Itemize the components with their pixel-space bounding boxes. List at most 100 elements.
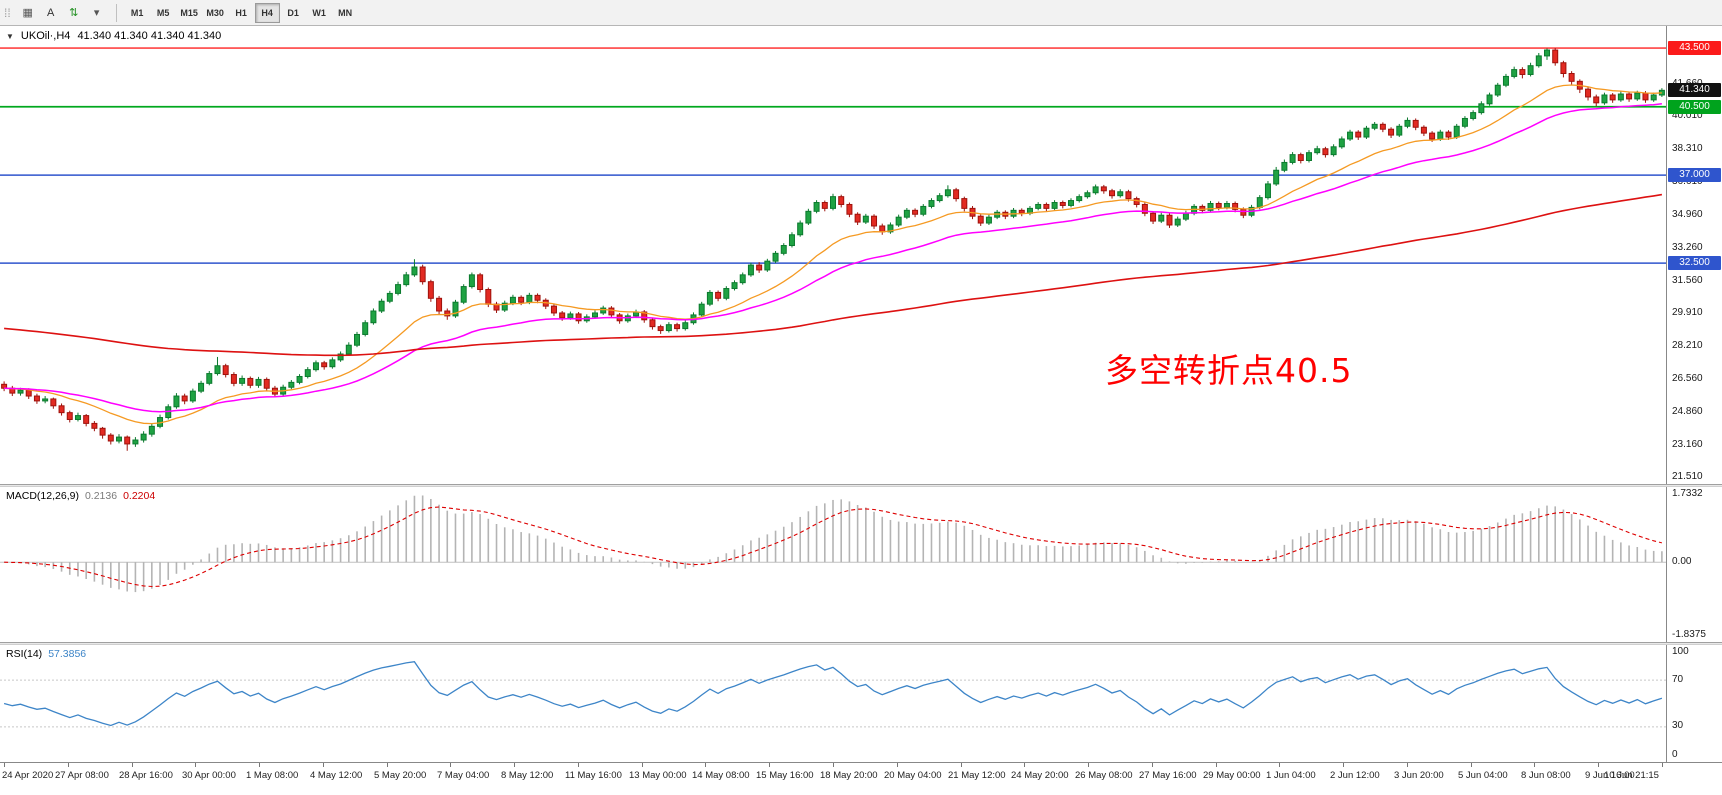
chart-annotation-text: 多空转折点40.5: [1105, 351, 1353, 390]
moving-average-mid: [4, 103, 1662, 413]
time-label: 20 May 04:00: [884, 770, 942, 781]
price-tick: 40.010: [1672, 109, 1703, 121]
price-tag-40.500: 40.500: [1668, 99, 1721, 114]
timeframe-button-MN[interactable]: MN: [333, 3, 358, 23]
macd-signal-value: 0.2204: [123, 490, 156, 502]
toolbar-grip[interactable]: ⁞⁞: [4, 5, 11, 20]
price-tick: 31.560: [1672, 274, 1703, 286]
macd-histogram: [11, 495, 1663, 593]
timeframe-button-M15[interactable]: M15: [177, 3, 202, 23]
time-label: 21 May 12:00: [948, 770, 1006, 781]
time-tick: [1279, 763, 1280, 767]
time-tick: [450, 763, 451, 767]
time-tick: [514, 763, 515, 767]
time-tick: [642, 763, 643, 767]
time-tick: [769, 763, 770, 767]
time-tick: [1471, 763, 1472, 767]
toolbar-icons: ▦ A ⇅ ▾: [17, 3, 108, 23]
symbol-dropdown-icon[interactable]: ▼: [6, 31, 14, 41]
price-tick: 21.510: [1672, 471, 1703, 483]
rsi-value: 57.3856: [48, 648, 87, 660]
symbol-timeframe-label: UKOil·,H4: [20, 30, 71, 42]
time-label: 13 May 00:00: [629, 770, 687, 781]
macd-panel[interactable]: MACD(12,26,9) 0.2136 0.2204: [0, 487, 1666, 642]
time-tick: [1662, 763, 1663, 767]
time-label: 14 May 08:00: [692, 770, 750, 781]
price-axis[interactable]: 43.36041.66040.01038.31036.61034.96033.2…: [1666, 26, 1722, 762]
time-tick: [195, 763, 196, 767]
timeframe-button-M5[interactable]: M5: [151, 3, 176, 23]
price-tick: 26.560: [1672, 372, 1703, 384]
cycle-arrows-icon[interactable]: ⇅: [63, 3, 85, 23]
dropdown-caret-icon[interactable]: ▾: [86, 3, 108, 23]
time-tick: [132, 763, 133, 767]
price-tick: 28.210: [1672, 340, 1703, 352]
horizontal-lines[interactable]: [0, 47, 1666, 264]
time-label: 5 Jun 04:00: [1458, 770, 1508, 781]
panel-divider[interactable]: [0, 642, 1722, 645]
time-label: 1 May 08:00: [246, 770, 299, 781]
time-label: 24 May 20:00: [1011, 770, 1069, 781]
moving-average-slow: [4, 193, 1663, 357]
timeframe-buttons: M1 M5 M15 M30 H1 H4 D1 W1 MN: [125, 2, 358, 23]
timeframe-button-H4[interactable]: H4: [254, 2, 280, 23]
price-tick: 29.910: [1672, 307, 1703, 319]
rsi-panel[interactable]: RSI(14) 57.3856: [0, 645, 1666, 762]
rsi-tick: 100: [1672, 645, 1689, 657]
panel-divider[interactable]: [0, 484, 1722, 487]
timeframe-button-M1[interactable]: M1: [125, 3, 150, 23]
price-tick: 38.310: [1672, 143, 1703, 155]
time-tick: [1534, 763, 1535, 767]
toolbar-separator: [115, 3, 117, 22]
timeframe-button-H1[interactable]: H1: [229, 3, 254, 23]
moving-average-fast: [4, 84, 1662, 425]
time-label: 10 Jun 21:15: [1604, 770, 1659, 781]
price-tag-37.000: 37.000: [1668, 168, 1721, 183]
price-chart-panel[interactable]: ▼ UKOil·,H4 41.340 41.340 41.340 41.340 …: [0, 26, 1666, 484]
rsi-tick: 0: [1672, 748, 1678, 760]
time-label: 2 Jun 12:00: [1330, 770, 1380, 781]
price-tick: 41.660: [1672, 78, 1703, 89]
macd-title: MACD(12,26,9) 0.2136 0.2204: [6, 490, 155, 502]
time-tick: [387, 763, 388, 767]
time-tick: [259, 763, 260, 767]
rsi-tick: 30: [1672, 720, 1684, 732]
macd-signal-line: [4, 506, 1663, 588]
time-axis[interactable]: 24 Apr 2020 27 Apr 08:00 28 Apr 16:00 30 Ap…: [0, 762, 1722, 795]
time-tick: [897, 763, 898, 767]
time-label: 8 Jun 08:00: [1521, 770, 1571, 781]
time-tick: [68, 763, 69, 767]
time-tick: [578, 763, 579, 767]
timeframe-button-D1[interactable]: D1: [281, 3, 306, 23]
price-tick: 34.960: [1672, 208, 1703, 220]
macd-tick: 1.7332: [1672, 487, 1703, 499]
chart-area: ▼ UKOil·,H4 41.340 41.340 41.340 41.340 …: [0, 26, 1722, 795]
time-label: 8 May 12:00: [501, 770, 554, 781]
time-label: 29 May 00:00: [1203, 770, 1261, 781]
time-label: 24 Apr 2020: [2, 770, 54, 781]
time-label: 3 Jun 20:00: [1394, 770, 1444, 781]
rsi-chart: [0, 660, 1666, 728]
timeframe-button-M30[interactable]: M30: [203, 3, 228, 23]
timeframe-button-W1[interactable]: W1: [307, 3, 332, 23]
time-tick: [833, 763, 834, 767]
text-tool-icon[interactable]: A: [40, 3, 62, 23]
time-tick: [1407, 763, 1408, 767]
candles: [1, 48, 1665, 451]
time-tick: [961, 763, 962, 767]
ohlc-values: 41.340 41.340 41.340 41.340: [77, 30, 222, 42]
time-label: 1 Jun 04:00: [1266, 770, 1316, 781]
bar-chart-icon[interactable]: ▦: [17, 3, 39, 23]
macd-main-value: 0.2136: [84, 490, 118, 502]
time-tick: [1343, 763, 1344, 767]
candlestick-chart: [0, 47, 1666, 451]
time-label: 11 May 16:00: [565, 770, 622, 781]
time-label: 4 May 12:00: [310, 770, 363, 781]
macd-tick: -1.8375: [1672, 628, 1706, 640]
price-tag-43.500: 43.500: [1668, 41, 1721, 56]
toolbar: ⁞⁞ ▦ A ⇅ ▾ M1 M5 M15 M30 H1 H4 D1 W1 MN: [0, 0, 1722, 26]
price-tag-41.340: 41.340: [1668, 83, 1721, 98]
time-tick: [1216, 763, 1217, 767]
time-label: 15 May 16:00: [756, 770, 814, 781]
rsi-tick: 70: [1672, 673, 1684, 685]
